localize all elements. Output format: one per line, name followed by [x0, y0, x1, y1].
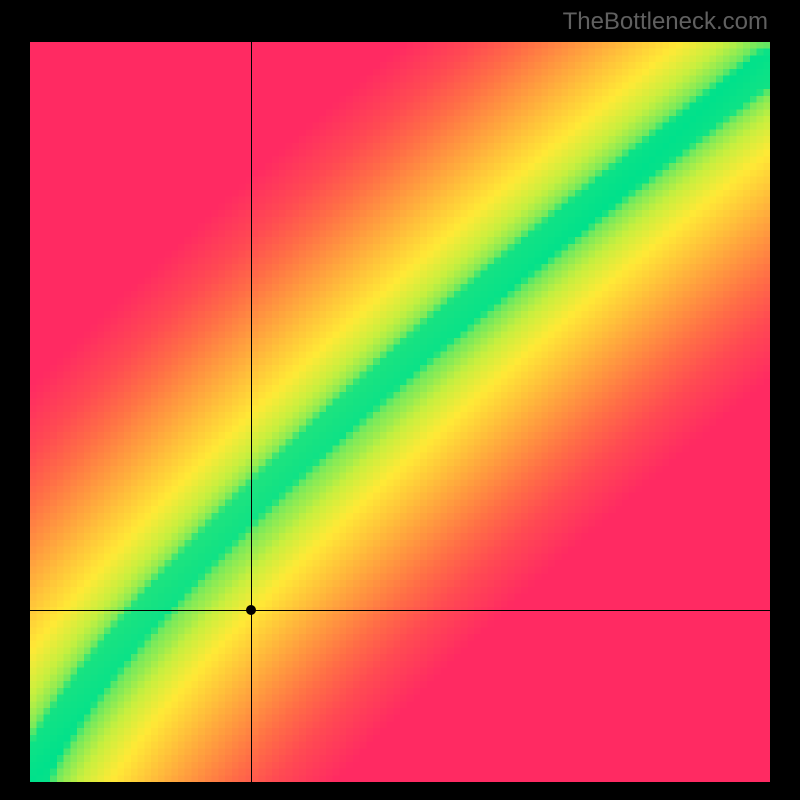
crosshair-horizontal	[30, 610, 770, 611]
chart-container: TheBottleneck.com	[0, 0, 800, 800]
plot-area	[30, 42, 770, 782]
watermark-label: TheBottleneck.com	[563, 8, 768, 36]
heatmap-canvas	[30, 42, 770, 782]
crosshair-vertical	[251, 42, 252, 782]
marker-dot	[246, 605, 256, 615]
